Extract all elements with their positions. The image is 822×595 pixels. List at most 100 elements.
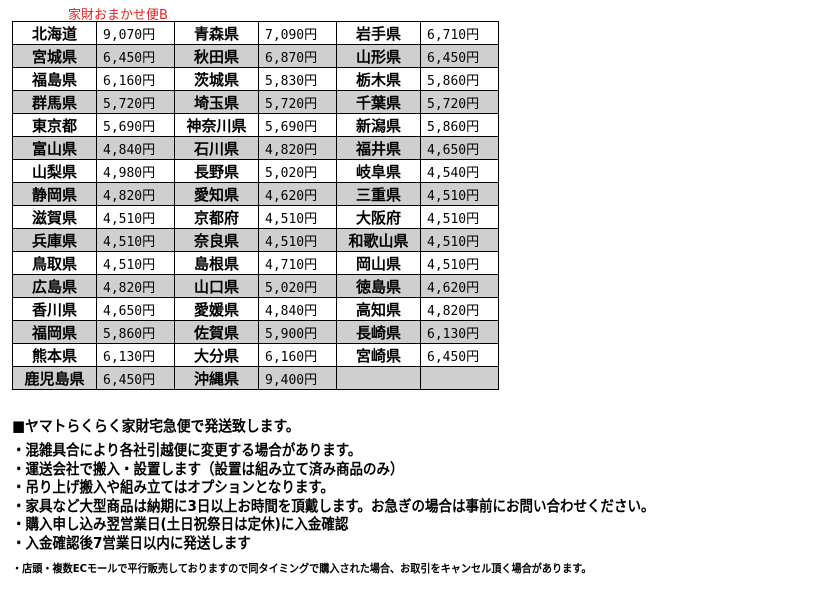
prefecture-cell: 山口県 <box>174 274 259 298</box>
table-row: 香川県 4,650円 愛媛県 4,840円 高知県 4,820円 <box>12 297 499 321</box>
price-cell: 4,820円 <box>96 182 175 206</box>
price-cell: 4,510円 <box>96 251 175 275</box>
price-cell: 5,020円 <box>258 274 337 298</box>
table-row: 山梨県 4,980円 長野県 5,020円 岐阜県 4,540円 <box>12 159 499 183</box>
prefecture-cell: 佐賀県 <box>174 320 259 344</box>
price-cell: 6,870円 <box>258 44 337 68</box>
price-cell: 5,900円 <box>258 320 337 344</box>
prefecture-cell: 群馬県 <box>12 90 97 114</box>
price-cell: 4,620円 <box>420 274 499 298</box>
prefecture-cell: 大分県 <box>174 343 259 367</box>
note-small: ・店頭・複数ECモールで平行販売しておりますので同タイミングで購入された場合、お… <box>12 561 592 575</box>
prefecture-cell: 栃木県 <box>336 67 421 91</box>
prefecture-cell: 愛媛県 <box>174 297 259 321</box>
table-row: 静岡県 4,820円 愛知県 4,620円 三重県 4,510円 <box>12 182 499 206</box>
price-cell: 4,510円 <box>420 205 499 229</box>
note-item: ・入金確認後7営業日以内に発送します <box>12 533 251 552</box>
note-item: ・混雑具合により各社引越便に変更する場合があります。 <box>12 441 362 459</box>
table-row: 広島県 4,820円 山口県 5,020円 徳島県 4,620円 <box>12 274 499 298</box>
prefecture-cell: 奈良県 <box>174 228 259 252</box>
price-cell: 4,710円 <box>258 251 337 275</box>
price-cell: 7,090円 <box>258 21 337 45</box>
prefecture-cell: 鹿児島県 <box>12 366 97 390</box>
prefecture-cell: 山形県 <box>336 44 421 68</box>
price-cell: 6,450円 <box>420 44 499 68</box>
prefecture-cell <box>336 366 421 390</box>
price-cell: 4,510円 <box>420 182 499 206</box>
prefecture-cell: 熊本県 <box>12 343 97 367</box>
prefecture-cell: 北海道 <box>12 21 97 45</box>
prefecture-cell: 富山県 <box>12 136 97 160</box>
table-row: 鹿児島県 6,450円 沖縄県 9,400円 <box>12 366 499 390</box>
prefecture-cell: 東京都 <box>12 113 97 137</box>
table-row: 群馬県 5,720円 埼玉県 5,720円 千葉県 5,720円 <box>12 90 499 114</box>
prefecture-cell: 青森県 <box>174 21 259 45</box>
table-row: 兵庫県 4,510円 奈良県 4,510円 和歌山県 4,510円 <box>12 228 499 252</box>
price-cell: 5,860円 <box>420 67 499 91</box>
prefecture-cell: 岐阜県 <box>336 159 421 183</box>
table-row: 宮城県 6,450円 秋田県 6,870円 山形県 6,450円 <box>12 44 499 68</box>
price-cell: 4,510円 <box>420 251 499 275</box>
price-cell: 4,820円 <box>258 136 337 160</box>
table-row: 富山県 4,840円 石川県 4,820円 福井県 4,650円 <box>12 136 499 160</box>
table-row: 滋賀県 4,510円 京都府 4,510円 大阪府 4,510円 <box>12 205 499 229</box>
shipping-rate-table: 北海道 9,070円 青森県 7,090円 岩手県 6,710円 宮城県 6,450円 秋田県 6… <box>12 21 499 390</box>
prefecture-cell: 岩手県 <box>336 21 421 45</box>
shipping-notes: ■ヤマトらくらく家財宅急便で発送致します。 ・混雑具合により各社引越便に変更する… <box>12 415 726 576</box>
prefecture-cell: 岡山県 <box>336 251 421 275</box>
price-cell: 4,510円 <box>258 205 337 229</box>
prefecture-cell: 大阪府 <box>336 205 421 229</box>
price-cell: 6,710円 <box>420 21 499 45</box>
prefecture-cell: 愛知県 <box>174 182 259 206</box>
prefecture-cell: 秋田県 <box>174 44 259 68</box>
price-cell: 5,720円 <box>96 90 175 114</box>
prefecture-cell: 香川県 <box>12 297 97 321</box>
prefecture-cell: 鳥取県 <box>12 251 97 275</box>
prefecture-cell: 埼玉県 <box>174 90 259 114</box>
prefecture-cell: 和歌山県 <box>336 228 421 252</box>
price-cell: 6,450円 <box>96 44 175 68</box>
price-cell: 4,620円 <box>258 182 337 206</box>
prefecture-cell: 広島県 <box>12 274 97 298</box>
prefecture-cell: 宮城県 <box>12 44 97 68</box>
price-cell: 4,840円 <box>258 297 337 321</box>
price-cell: 5,830円 <box>258 67 337 91</box>
price-cell: 5,860円 <box>420 113 499 137</box>
prefecture-cell: 宮崎県 <box>336 343 421 367</box>
note-item: ・運送会社で搬入・設置します（設置は組み立て済み商品のみ） <box>12 459 404 478</box>
price-cell: 6,450円 <box>420 343 499 367</box>
price-cell: 4,510円 <box>258 228 337 252</box>
price-cell: 6,130円 <box>420 320 499 344</box>
prefecture-cell: 沖縄県 <box>174 366 259 390</box>
prefecture-cell: 長野県 <box>174 159 259 183</box>
table-row: 北海道 9,070円 青森県 7,090円 岩手県 6,710円 <box>12 21 499 45</box>
price-cell: 6,160円 <box>258 343 337 367</box>
price-cell <box>420 366 499 390</box>
price-cell: 9,070円 <box>96 21 175 45</box>
price-cell: 6,450円 <box>96 366 175 390</box>
price-cell: 6,130円 <box>96 343 175 367</box>
table-row: 東京都 5,690円 神奈川県 5,690円 新潟県 5,860円 <box>12 113 499 137</box>
prefecture-cell: 福井県 <box>336 136 421 160</box>
price-cell: 9,400円 <box>258 366 337 390</box>
price-cell: 5,690円 <box>96 113 175 137</box>
prefecture-cell: 山梨県 <box>12 159 97 183</box>
prefecture-cell: 福岡県 <box>12 320 97 344</box>
table-row: 鳥取県 4,510円 島根県 4,710円 岡山県 4,510円 <box>12 251 499 275</box>
prefecture-cell: 三重県 <box>336 182 421 206</box>
prefecture-cell: 徳島県 <box>336 274 421 298</box>
note-item: ・吊り上げ搬入や組み立てはオプションとなります。 <box>12 478 334 497</box>
prefecture-cell: 新潟県 <box>336 113 421 137</box>
prefecture-cell: 滋賀県 <box>12 205 97 229</box>
prefecture-cell: 兵庫県 <box>12 228 97 252</box>
price-cell: 4,650円 <box>420 136 499 160</box>
note-item: ・購入申し込み翌営業日(土日祝祭日は定休)に入金確認 <box>12 515 349 534</box>
price-cell: 5,020円 <box>258 159 337 183</box>
price-cell: 4,510円 <box>96 205 175 229</box>
prefecture-cell: 京都府 <box>174 205 259 229</box>
price-cell: 4,510円 <box>420 228 499 252</box>
table-row: 熊本県 6,130円 大分県 6,160円 宮崎県 6,450円 <box>12 343 499 367</box>
prefecture-cell: 島根県 <box>174 251 259 275</box>
notes-heading: ■ヤマトらくらく家財宅急便で発送致します。 <box>12 417 300 435</box>
prefecture-cell: 長崎県 <box>336 320 421 344</box>
